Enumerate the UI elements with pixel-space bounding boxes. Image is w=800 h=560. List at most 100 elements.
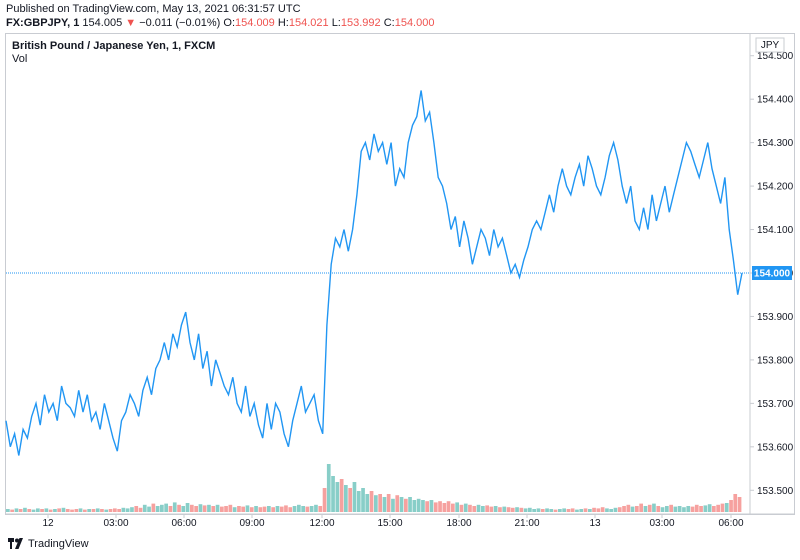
volume-bar: [292, 506, 297, 512]
time-tick-label: 12: [42, 518, 54, 529]
volume-bar: [301, 506, 305, 512]
time-tick-label: 06:00: [171, 518, 196, 529]
volume-bar: [228, 504, 233, 512]
volume-bar: [18, 509, 23, 512]
volume-bar: [579, 509, 584, 512]
volume-bar: [113, 508, 117, 512]
volume-bar: [506, 507, 511, 512]
volume-bar: [185, 503, 190, 512]
volume-bar: [421, 500, 425, 512]
volume-bar: [660, 507, 665, 512]
close-value: 154.000: [394, 17, 435, 29]
price-tick-label: 153.700: [757, 399, 794, 410]
volume-bar: [177, 504, 181, 512]
volume-bar: [429, 500, 434, 512]
volume-bar: [549, 509, 554, 512]
volume-bar: [100, 509, 104, 512]
volume-bar: [279, 506, 284, 512]
volume-bar: [596, 508, 601, 512]
time-tick-label: 06:00: [718, 518, 743, 529]
volume-bar: [630, 506, 635, 512]
volume-bar: [288, 507, 293, 512]
volume-bar: [540, 509, 545, 512]
volume-bar: [339, 479, 344, 512]
footer-branding[interactable]: TradingView: [8, 538, 89, 550]
volume-bar: [245, 505, 250, 512]
volume-bar: [677, 506, 682, 512]
price-tick-label: 153.800: [757, 355, 794, 366]
volume-bar: [626, 504, 631, 512]
time-tick-label: 18:00: [446, 518, 471, 529]
time-tick-label: 21:00: [514, 518, 539, 529]
volume-bar: [382, 497, 387, 512]
volume-bar: [639, 503, 643, 512]
volume-bar: [399, 497, 404, 512]
volume-bar: [207, 504, 211, 512]
volume-label: Vol: [12, 53, 28, 65]
high-label: H:: [277, 17, 289, 29]
volume-bar: [134, 506, 139, 512]
price-tick-label: 153.500: [757, 486, 794, 497]
volume-bar: [442, 503, 447, 512]
volume-bar: [515, 507, 519, 512]
volume-bar: [160, 504, 164, 512]
volume-bar: [344, 485, 348, 512]
volume-bar: [258, 507, 263, 512]
volume-bar: [724, 503, 729, 512]
volume-bar: [6, 509, 10, 512]
currency-badge: JPY: [761, 40, 780, 51]
volume-bar: [267, 506, 271, 512]
volume-bar: [566, 509, 571, 512]
volume-bar: [335, 482, 340, 512]
volume-bar: [707, 504, 712, 512]
price-tick-label: 153.900: [757, 312, 794, 323]
price-axis[interactable]: 154.500 154.400 154.300 154.200 154.100 154.0…: [750, 51, 794, 497]
volume-bar: [459, 504, 464, 512]
price-change: −0.011 (−0.01%): [139, 17, 221, 29]
volume-bar: [690, 506, 695, 512]
volume-bar: [125, 508, 130, 512]
low-label: L:: [331, 17, 341, 29]
volume-bar: [404, 498, 408, 512]
time-tick-label: 03:00: [649, 518, 674, 529]
volume-bar: [181, 506, 186, 512]
volume-bar: [485, 505, 489, 512]
volume-bar: [352, 482, 357, 512]
volume-bar: [262, 506, 267, 512]
currency-badge-box[interactable]: [755, 37, 785, 53]
volume-bar: [142, 504, 147, 512]
volume-bar: [172, 502, 177, 512]
volume-bar: [61, 507, 66, 512]
price-tick-label: 154.300: [757, 138, 794, 149]
volume-bar: [656, 506, 661, 512]
volume-bar: [27, 509, 32, 512]
volume-bar: [151, 503, 156, 512]
price-tick-label: 154.100: [757, 225, 794, 236]
volume-bar: [433, 502, 438, 512]
volume-bar: [297, 504, 301, 512]
symbol-label[interactable]: FX:GBPJPY, 1: [6, 17, 80, 29]
volume-bar: [395, 495, 400, 512]
volume-bar: [647, 504, 652, 512]
volume-bar: [10, 509, 14, 512]
volume-bar: [378, 494, 382, 512]
volume-bar: [438, 501, 442, 512]
time-axis[interactable]: 12 03:00 06:00 09:00 12:00 15:00 18:00 21:00 13 0…: [42, 514, 744, 529]
time-tick-label: 13: [589, 518, 601, 529]
open-value: 154.009: [235, 17, 275, 29]
volume-bar: [23, 507, 27, 512]
volume-bar: [720, 503, 725, 512]
volume-bar: [53, 509, 57, 512]
volume-bar: [613, 507, 618, 512]
time-tick-label: 09:00: [239, 518, 264, 529]
volume-bar: [694, 504, 699, 512]
volume-bar: [155, 506, 160, 512]
volume-bar: [232, 507, 237, 512]
volume-bar: [138, 507, 143, 512]
volume-bar: [361, 488, 365, 512]
volume-bar: [211, 506, 216, 512]
volume-bar: [622, 506, 626, 512]
tradingview-logo-icon: [8, 538, 23, 549]
volume-bar: [31, 509, 36, 512]
